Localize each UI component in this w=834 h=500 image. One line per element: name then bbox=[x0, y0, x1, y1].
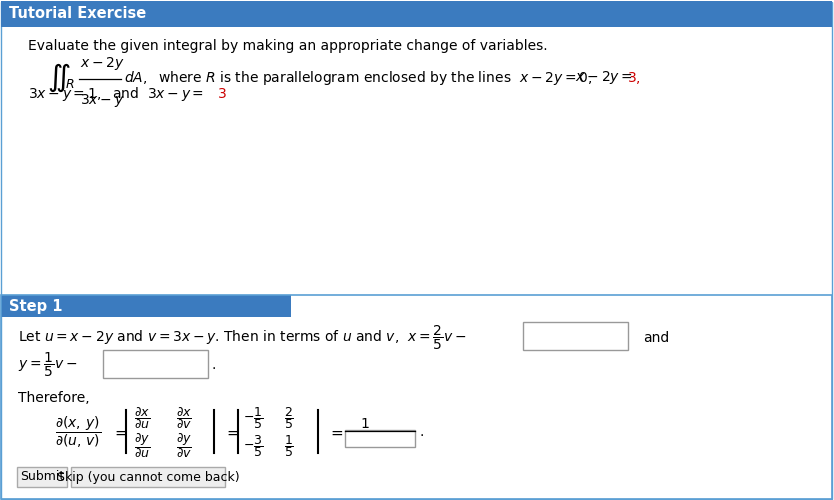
Text: $\dfrac{2}{5}$: $\dfrac{2}{5}$ bbox=[284, 405, 294, 431]
Bar bbox=[345, 430, 415, 447]
Text: $x - 2y =$: $x - 2y =$ bbox=[567, 70, 633, 86]
Text: Therefore,: Therefore, bbox=[18, 391, 89, 405]
Bar bbox=[1, 295, 832, 499]
Text: $3$: $3$ bbox=[217, 87, 227, 101]
Text: .: . bbox=[420, 425, 425, 439]
Text: and: and bbox=[643, 331, 669, 345]
Text: $=$: $=$ bbox=[328, 424, 344, 440]
Text: Evaluate the given integral by making an appropriate change of variables.: Evaluate the given integral by making an… bbox=[28, 39, 548, 53]
Text: $\dfrac{\partial x}{\partial v}$: $\dfrac{\partial x}{\partial v}$ bbox=[176, 405, 192, 431]
Text: $=$: $=$ bbox=[112, 424, 128, 440]
Text: $\dfrac{1}{5}$: $\dfrac{1}{5}$ bbox=[284, 433, 294, 459]
Text: Skip (you cannot come back): Skip (you cannot come back) bbox=[57, 470, 239, 484]
Text: $\dfrac{\partial y}{\partial v}$: $\dfrac{\partial y}{\partial v}$ bbox=[176, 432, 192, 460]
Text: $\dfrac{\partial(x,\, y)}{\partial(u,\, v)}$: $\dfrac{\partial(x,\, y)}{\partial(u,\, … bbox=[55, 414, 102, 450]
Text: Let $u = x - 2y$ and $v = 3x - y$. Then in terms of $u$ and $v$,  $x = \dfrac{2}: Let $u = x - 2y$ and $v = 3x - y$. Then … bbox=[18, 324, 466, 352]
Text: where $R$ is the parallelogram enclosed by the lines  $x - 2y = 0,$: where $R$ is the parallelogram enclosed … bbox=[158, 69, 592, 87]
Text: $x - 2y$: $x - 2y$ bbox=[80, 55, 125, 72]
Text: $1$: $1$ bbox=[360, 417, 369, 431]
Text: Step 1: Step 1 bbox=[9, 298, 63, 314]
Text: $-\dfrac{3}{5}$: $-\dfrac{3}{5}$ bbox=[243, 433, 264, 459]
Bar bbox=[1, 295, 291, 317]
Text: $\dfrac{\partial y}{\partial u}$: $\dfrac{\partial y}{\partial u}$ bbox=[134, 432, 150, 460]
Text: $\iint$: $\iint$ bbox=[47, 62, 71, 94]
Text: $y = \dfrac{1}{5}v -$: $y = \dfrac{1}{5}v -$ bbox=[18, 351, 78, 379]
Text: .: . bbox=[212, 358, 216, 372]
Bar bbox=[523, 322, 628, 350]
Text: Tutorial Exercise: Tutorial Exercise bbox=[9, 6, 146, 22]
Text: $3,$: $3,$ bbox=[627, 70, 641, 86]
FancyBboxPatch shape bbox=[71, 467, 225, 487]
Text: $dA,$: $dA,$ bbox=[124, 70, 148, 86]
Bar bbox=[103, 350, 208, 378]
Text: $\dfrac{\partial x}{\partial u}$: $\dfrac{\partial x}{\partial u}$ bbox=[134, 405, 150, 431]
Text: $3x - y = 1,$  and  $3x - y =$: $3x - y = 1,$ and $3x - y =$ bbox=[28, 85, 204, 103]
Text: $3x - y$: $3x - y$ bbox=[80, 92, 124, 109]
FancyBboxPatch shape bbox=[17, 467, 67, 487]
Bar bbox=[1, 1, 832, 27]
Text: $=$: $=$ bbox=[224, 424, 240, 440]
Text: $-\dfrac{1}{5}$: $-\dfrac{1}{5}$ bbox=[243, 405, 264, 431]
Text: $R$: $R$ bbox=[65, 78, 74, 92]
Text: Submit: Submit bbox=[20, 470, 64, 484]
